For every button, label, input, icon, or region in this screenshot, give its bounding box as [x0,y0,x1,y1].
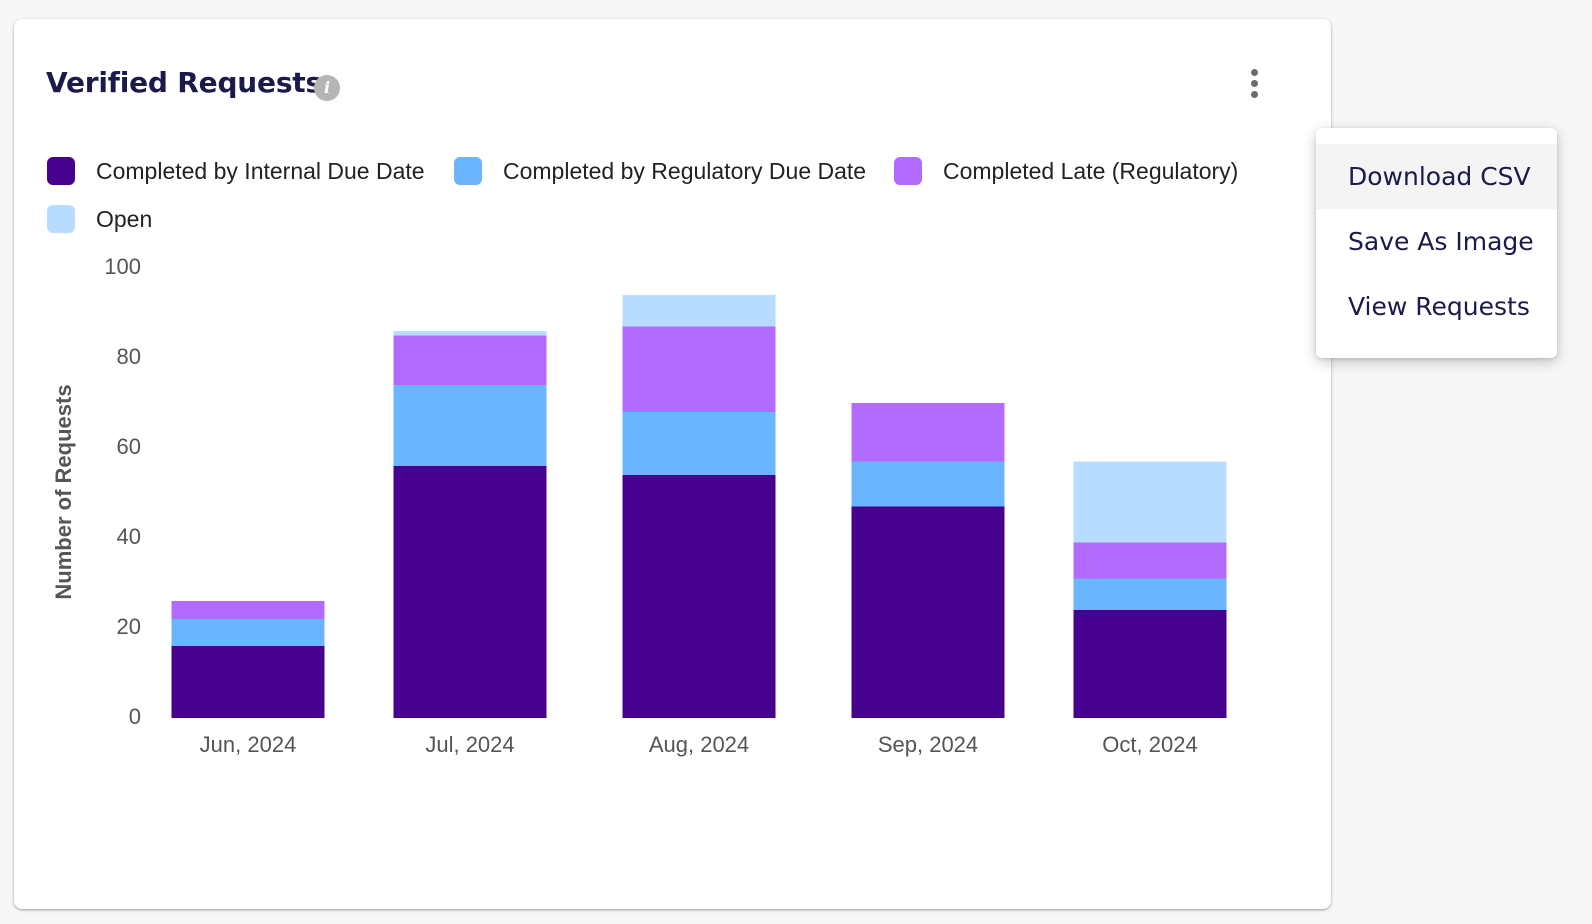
x-tick-label: Sep, 2024 [878,732,978,757]
menu-item[interactable]: Save As Image [1348,227,1534,256]
bar-segment[interactable] [171,646,325,718]
kebab-icon-dot-middle [1251,80,1258,87]
legend-item[interactable]: Completed by Regulatory Due Date [454,155,866,187]
legend-label: Completed by Regulatory Due Date [503,157,867,184]
legend-swatch [47,157,75,185]
y-tick-label: 80 [117,344,141,369]
y-axis: 0 20 40 60 80 100 [104,254,141,729]
options-menu: Download CSV Save As Image View Requests [1316,128,1557,358]
menu-item[interactable]: View Requests [1348,292,1530,321]
x-tick-label: Jun, 2024 [200,732,297,757]
kebab-icon-dot-top [1251,69,1258,76]
bar-segment[interactable] [622,475,776,718]
bar-segment[interactable] [851,403,1005,462]
legend-swatch [454,157,482,185]
bar-segment[interactable] [171,601,325,619]
kebab-icon-dot-bottom [1251,91,1258,98]
y-tick-label: 40 [117,524,141,549]
y-tick-label: 0 [129,704,141,729]
legend-item[interactable]: Completed by Internal Due Date [47,155,425,187]
legend-swatch [47,205,75,233]
x-tick-label: Oct, 2024 [1102,732,1197,757]
legend-item[interactable]: Open [47,203,152,235]
more-options-button[interactable] [1236,65,1272,101]
legend-item[interactable]: Completed Late (Regulatory) [894,155,1238,187]
bar-segment[interactable] [622,295,776,327]
bar-segment[interactable] [171,619,325,646]
bar-segment[interactable] [393,331,547,336]
bars [171,295,1227,719]
x-axis: Jun, 2024 Jul, 2024 Aug, 2024 Sep, 2024 Oct,… [200,732,1198,757]
bar-segment[interactable] [622,412,776,475]
x-tick-label: Jul, 2024 [425,732,514,757]
legend-label: Completed by Internal Due Date [96,157,425,184]
bar-segment[interactable] [1073,542,1227,579]
y-tick-label: 20 [117,614,141,639]
y-tick-label: 60 [117,434,141,459]
x-tick-label: Aug, 2024 [649,732,749,757]
y-tick-label: 100 [104,254,141,279]
info-icon[interactable]: i [314,75,340,101]
bar-segment[interactable] [393,385,547,466]
legend-label: Open [96,205,153,232]
y-axis-label: Number of Requests [51,384,76,599]
bar-segment[interactable] [393,335,547,386]
bar-segment[interactable] [851,461,1005,507]
legend-label: Completed Late (Regulatory) [943,157,1239,184]
card-title: Verified Requests [46,66,322,99]
bar-segment[interactable] [1073,610,1227,718]
legend-swatch [894,157,922,185]
menu-item[interactable]: Download CSV [1316,144,1557,209]
bar-segment[interactable] [1073,578,1227,611]
bar-segment[interactable] [851,506,1005,719]
bar-segment[interactable] [393,466,547,718]
bar-segment[interactable] [1073,461,1227,543]
bar-segment[interactable] [622,326,776,413]
